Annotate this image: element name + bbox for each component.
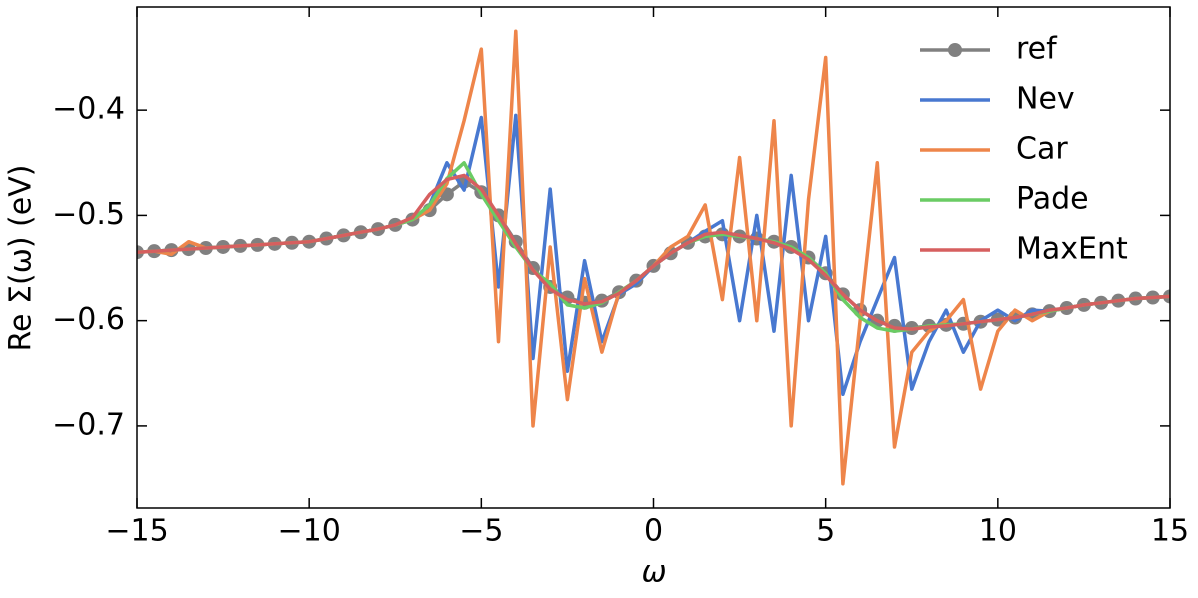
plot-frame — [136, 6, 1171, 509]
series-line — [137, 173, 1170, 331]
x-tick-label: 5 — [816, 514, 835, 549]
x-axis-label: ω — [641, 555, 666, 590]
legend-label: MaxEnt — [1016, 232, 1128, 267]
x-tick-label: −15 — [105, 514, 168, 549]
legend-marker — [948, 43, 962, 57]
legend-label: ref — [1016, 32, 1058, 67]
legend-label: Pade — [1016, 182, 1089, 217]
legend-label: Car — [1016, 132, 1068, 167]
x-tick-label: −5 — [459, 514, 503, 549]
x-tick-label: 15 — [1151, 514, 1189, 549]
y-tick-label: −0.5 — [52, 197, 125, 232]
x-tick-label: −10 — [278, 514, 341, 549]
y-tick-label: −0.6 — [52, 302, 125, 337]
plot-area — [137, 29, 1170, 486]
x-tick-label: 10 — [979, 514, 1017, 549]
legend-label: Nev — [1016, 82, 1075, 117]
y-tick-label: −0.4 — [52, 92, 125, 127]
x-tick-label: 0 — [644, 514, 663, 549]
y-axis-label: Re Σ(ω) (eV) — [4, 165, 39, 352]
y-tick-label: −0.7 — [52, 407, 125, 442]
